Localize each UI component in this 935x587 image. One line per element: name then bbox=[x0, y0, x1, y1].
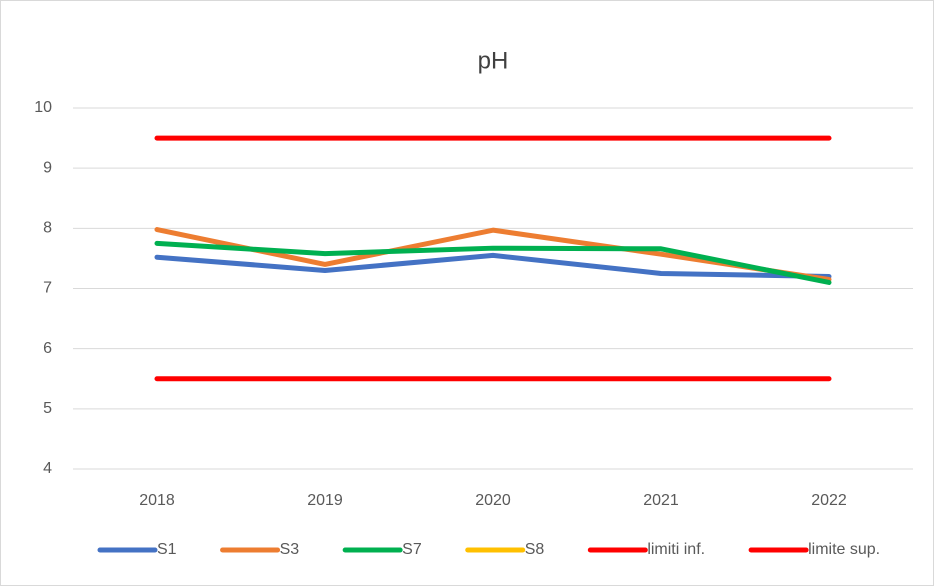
y-tick-label: 6 bbox=[43, 340, 52, 357]
y-tick-label: 8 bbox=[43, 220, 52, 237]
legend-label: limite sup. bbox=[808, 541, 880, 558]
legend-label: S3 bbox=[280, 541, 300, 558]
x-tick-label: 2021 bbox=[643, 492, 679, 509]
x-tick-label: 2020 bbox=[475, 492, 511, 509]
series-line bbox=[154, 252, 832, 279]
series-line bbox=[154, 227, 832, 282]
series-line bbox=[154, 240, 832, 285]
legend-label: S8 bbox=[525, 541, 545, 558]
legend-label: S1 bbox=[157, 541, 177, 558]
x-tick-label: 2022 bbox=[811, 492, 847, 509]
legend-label: S7 bbox=[402, 541, 422, 558]
y-tick-label: 7 bbox=[43, 280, 52, 297]
y-tick-label: 10 bbox=[34, 99, 52, 116]
y-tick-label: 9 bbox=[43, 159, 52, 176]
x-tick-label: 2019 bbox=[307, 492, 343, 509]
y-tick-label: 4 bbox=[43, 460, 52, 477]
chart-title: pH bbox=[478, 47, 509, 74]
legend-label: limiti inf. bbox=[647, 541, 705, 558]
x-tick-label: 2018 bbox=[139, 492, 175, 509]
y-tick-label: 5 bbox=[43, 400, 52, 417]
